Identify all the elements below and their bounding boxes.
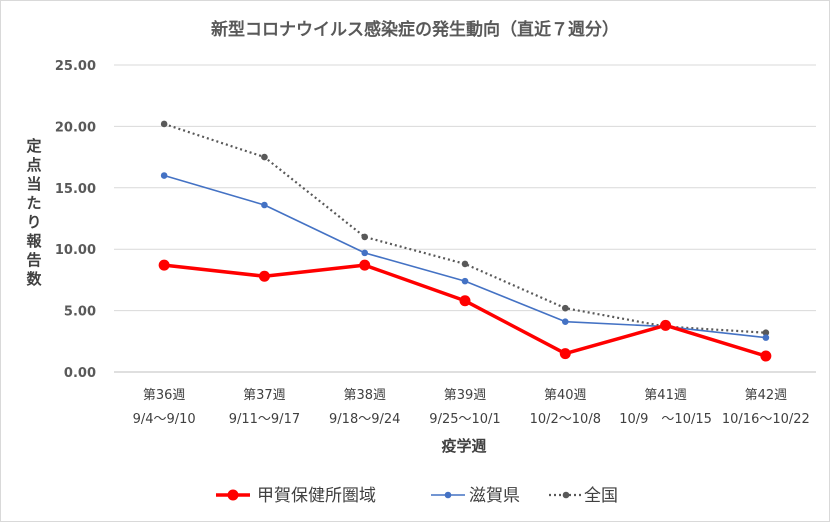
y-axis-title-char: 報 (26, 232, 42, 250)
data-point (461, 277, 469, 285)
x-tick-range: 10/9 ～10/15 (619, 412, 712, 427)
data-point (361, 249, 369, 257)
x-tick-week: 第36週 (143, 388, 186, 403)
data-point (559, 348, 571, 360)
x-tick-range: 9/4～9/10 (133, 412, 196, 427)
series-1 (160, 172, 770, 341)
y-tick-label: 10.00 (55, 243, 96, 258)
chart-title: 新型コロナウイルス感染症の発生動向（直近７週分） (211, 19, 619, 40)
legend-swatch-marker (227, 489, 239, 501)
data-point (660, 319, 672, 331)
data-point (459, 295, 471, 307)
data-point (762, 329, 770, 337)
data-point (762, 334, 770, 341)
legend-item-1: 滋賀県 (431, 486, 520, 506)
data-point (359, 259, 371, 271)
data-point (160, 120, 168, 128)
gridlines (114, 64, 816, 373)
data-point (760, 350, 772, 362)
y-axis-title-char: り (26, 213, 41, 231)
y-axis-title-char: 当 (26, 175, 41, 193)
data-point (258, 270, 270, 282)
legend-item-2: 全国 (549, 486, 618, 506)
data-point (160, 172, 168, 179)
y-axis-title-char: 点 (26, 156, 41, 174)
data-point (158, 259, 170, 271)
x-tick-week: 第38週 (343, 388, 386, 403)
data-point (561, 304, 569, 312)
x-tick-range: 9/25～10/1 (429, 412, 500, 427)
y-axis-ticks: 0.00 5.00 10.00 15.00 20.00 25.00 (55, 59, 96, 381)
x-tick-range: 10/16～10/22 (722, 412, 810, 427)
data-point (361, 233, 369, 241)
legend-swatch-marker (444, 491, 452, 499)
y-tick-label: 15.00 (55, 182, 96, 197)
series-2 (160, 120, 770, 337)
y-tick-label: 0.00 (64, 366, 96, 381)
series-0 (158, 259, 772, 362)
data-point (561, 318, 569, 325)
x-tick-range: 10/2～10/8 (530, 412, 601, 427)
x-axis-ticks: 第36週 9/4～9/10 第37週 9/11～9/17 第38週 9/18～9/24 第3… (133, 388, 810, 427)
y-axis-title-char: 数 (26, 270, 42, 288)
legend-label: 全国 (584, 486, 618, 506)
data-point (261, 153, 268, 161)
series-group (158, 120, 772, 362)
legend-label: 滋賀県 (469, 486, 520, 506)
legend-item-0: 甲賀保健所圏域 (216, 486, 376, 506)
legend-label: 甲賀保健所圏域 (257, 486, 376, 506)
series-line (163, 174, 767, 339)
y-axis-title-char: た (26, 194, 41, 212)
data-point (461, 260, 469, 268)
x-tick-week: 第41週 (644, 388, 687, 403)
legend-swatch-marker (562, 491, 570, 499)
y-tick-label: 20.00 (55, 120, 96, 135)
y-tick-label: 25.00 (55, 59, 96, 74)
y-axis-title-char: 定 (26, 137, 41, 155)
x-tick-week: 第40週 (544, 388, 587, 403)
x-tick-range: 9/18～9/24 (329, 412, 400, 427)
x-tick-range: 9/11～9/17 (229, 412, 300, 427)
data-point (261, 201, 268, 209)
y-tick-label: 5.00 (64, 305, 96, 320)
legend: 甲賀保健所圏域 滋賀県 全国 (216, 486, 618, 506)
x-tick-week: 第42週 (745, 388, 788, 403)
y-axis-title-char: 告 (26, 251, 41, 269)
x-tick-week: 第37週 (243, 388, 286, 403)
x-axis-title: 疫学週 (441, 437, 486, 455)
x-tick-week: 第39週 (444, 388, 487, 403)
